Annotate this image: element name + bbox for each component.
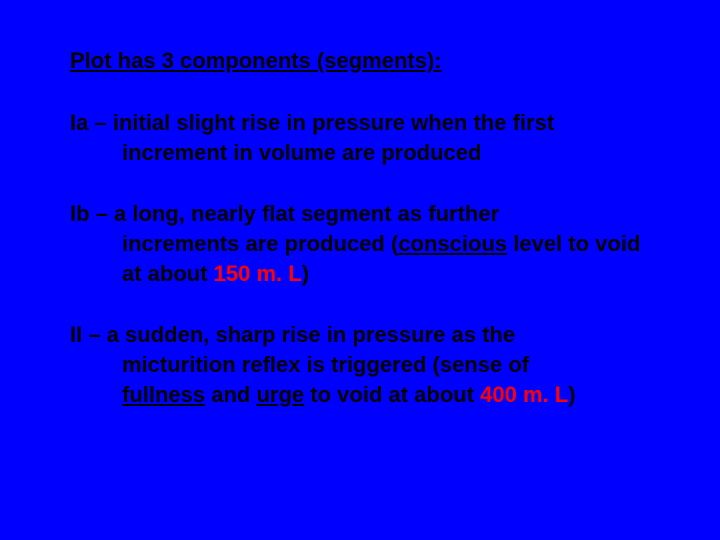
- text-mid1: and: [205, 382, 256, 407]
- slide-heading: Plot has 3 components (segments):: [70, 48, 650, 74]
- segment-ii: II – a sudden, sharp rise in pressure as…: [70, 320, 650, 409]
- segment-text-line1: a sudden, sharp rise in pressure as the: [107, 322, 515, 347]
- text-pre: increments are produced (: [122, 231, 398, 256]
- heading-text: Plot has 3 components (segments):: [70, 48, 442, 73]
- segment-text-line2: increment in volume are produced: [70, 138, 650, 168]
- text-mid2: to void at about: [304, 382, 480, 407]
- keyword-conscious: conscious: [398, 231, 507, 256]
- dash: –: [82, 322, 106, 347]
- segment-label: II: [70, 322, 82, 347]
- segment-text-line3: fullness and urge to void at about 400 m…: [70, 380, 650, 410]
- text-post: ): [302, 261, 309, 286]
- segment-text-line2: micturition reflex is triggered (sense o…: [70, 350, 650, 380]
- slide: Plot has 3 components (segments): Ia – i…: [0, 0, 720, 540]
- value-400ml: 400 m. L: [480, 382, 568, 407]
- segment-label: Ia: [70, 110, 88, 135]
- value-150ml: 150 m. L: [214, 261, 302, 286]
- keyword-urge: urge: [256, 382, 304, 407]
- text-post: ): [568, 382, 575, 407]
- segment-ia: Ia – initial slight rise in pressure whe…: [70, 108, 650, 167]
- segment-label: Ib: [70, 201, 90, 226]
- segment-text-line2: increments are produced (conscious level…: [70, 229, 650, 288]
- dash: –: [88, 110, 112, 135]
- segment-text-line1: a long, nearly flat segment as further: [114, 201, 499, 226]
- dash: –: [90, 201, 114, 226]
- segment-ib: Ib – a long, nearly flat segment as furt…: [70, 199, 650, 288]
- keyword-fullness: fullness: [122, 382, 205, 407]
- segment-text-line1: initial slight rise in pressure when the…: [113, 110, 554, 135]
